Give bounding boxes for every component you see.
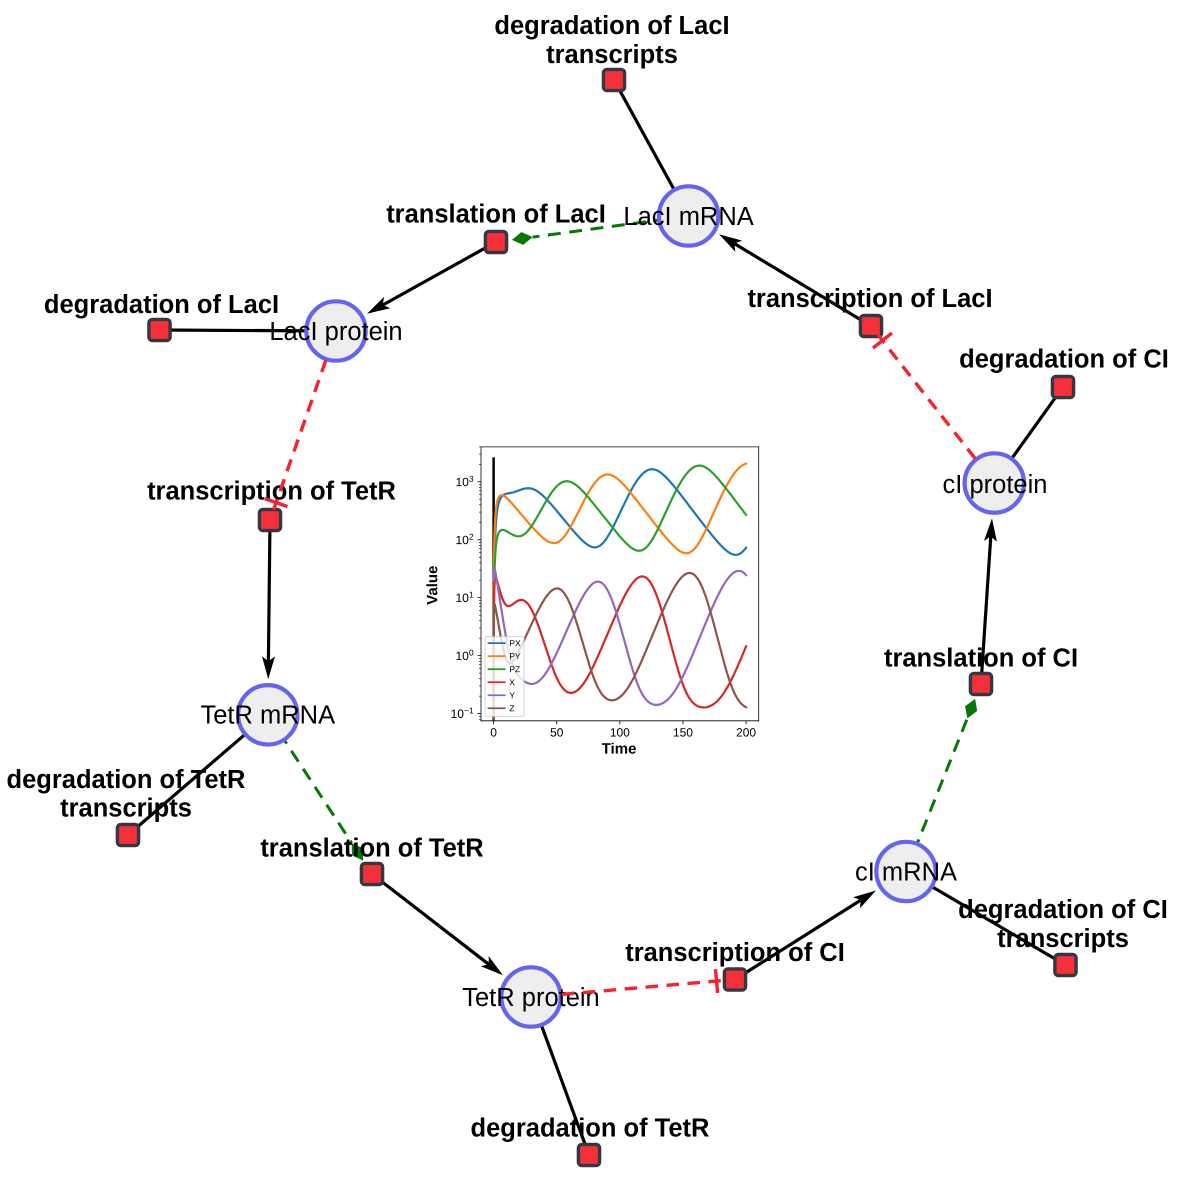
svg-text:degradation of TetR: degradation of TetR [471, 1115, 710, 1143]
svg-text:transcripts: transcripts [997, 925, 1129, 953]
svg-text:cI protein: cI protein [943, 471, 1048, 499]
svg-text:TetR protein: TetR protein [462, 984, 600, 1012]
svg-text:transcripts: transcripts [60, 795, 192, 823]
svg-text:LacI protein: LacI protein [269, 318, 402, 346]
svg-text:degradation of LacI: degradation of LacI [494, 12, 729, 40]
svg-text:translation of CI: translation of CI [884, 645, 1078, 673]
svg-text:degradation of LacI: degradation of LacI [44, 291, 279, 319]
svg-text:transcripts: transcripts [546, 41, 678, 69]
svg-text:TetR mRNA: TetR mRNA [200, 702, 335, 730]
svg-text:transcription of LacI: transcription of LacI [747, 285, 992, 313]
svg-text:degradation of CI: degradation of CI [959, 346, 1169, 374]
svg-text:translation of TetR: translation of TetR [260, 835, 483, 863]
svg-text:cI mRNA: cI mRNA [855, 859, 957, 887]
svg-text:degradation of CI: degradation of CI [958, 896, 1168, 924]
svg-text:translation of LacI: translation of LacI [386, 201, 606, 229]
svg-text:degradation of TetR: degradation of TetR [7, 766, 246, 794]
svg-text:transcription of CI: transcription of CI [625, 939, 845, 967]
svg-text:LacI mRNA: LacI mRNA [623, 203, 753, 231]
